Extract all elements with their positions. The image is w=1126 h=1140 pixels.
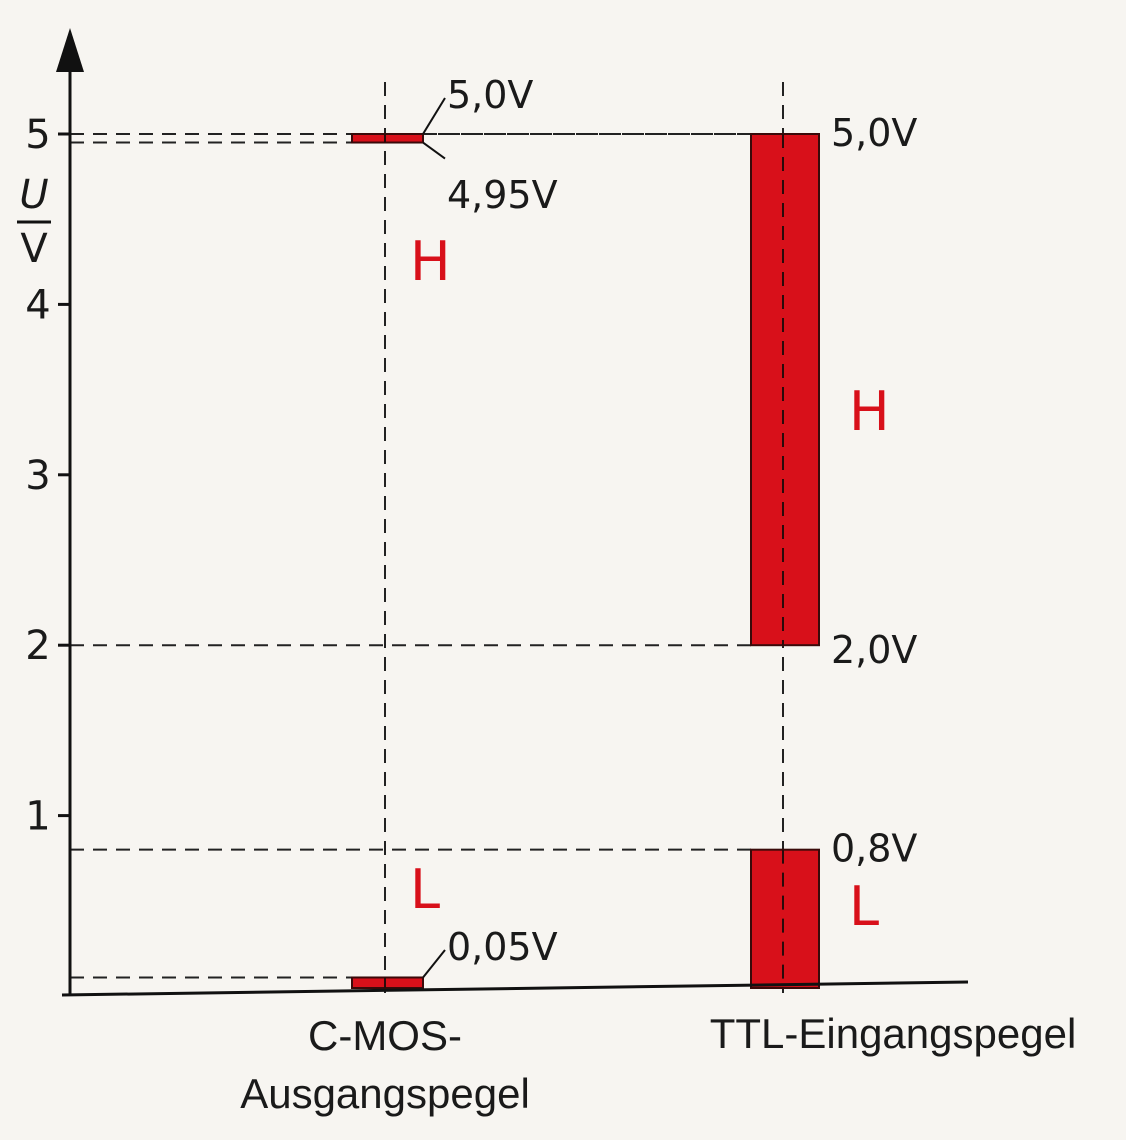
value-label-low: 2,0V: [831, 628, 917, 672]
category-label: TTL-Eingangspegel: [710, 1010, 1077, 1057]
y-unit-numerator: U: [19, 172, 48, 218]
label-leader-line: [422, 97, 446, 135]
label-leader-line: [422, 141, 446, 160]
category-labels: C-MOS- Ausgangspegel TTL-Eingangspegel: [240, 1010, 1076, 1117]
level-letter: H: [410, 230, 451, 293]
y-tick-label: 5: [25, 112, 50, 158]
y-unit-denominator: V: [20, 226, 48, 272]
y-tick-label: 3: [25, 453, 50, 499]
x-axis-line: [61, 980, 969, 997]
value-label-high: 5,0V: [447, 73, 533, 117]
value-label-low: 4,95V: [447, 173, 558, 217]
level-letter: L: [410, 858, 440, 921]
value-label-high: 5,0V: [831, 111, 917, 155]
value-label-high: 0,05V: [447, 925, 558, 969]
value-label-high: 0,8V: [831, 827, 917, 871]
y-tick-label: 2: [25, 623, 50, 669]
y-ticks: 1 2 3 4 5: [25, 112, 70, 840]
level-range-bar: [750, 133, 820, 647]
y-tick-label: 4: [25, 282, 50, 328]
level-range-bar: [351, 133, 424, 144]
bars: [351, 133, 820, 989]
category-label: Ausgangspegel: [240, 1070, 530, 1117]
level-letter: H: [849, 380, 890, 443]
guide-lines: [70, 82, 784, 1000]
level-range-bar: [750, 848, 820, 989]
category-label: C-MOS-: [308, 1012, 462, 1059]
level-letter: L: [849, 875, 879, 938]
level-range-bar: [351, 976, 424, 989]
label-leader-line: [422, 949, 446, 979]
axes: U V: [17, 28, 969, 997]
y-axis-arrow-icon: [56, 28, 84, 72]
y-tick-label: 1: [25, 794, 50, 840]
